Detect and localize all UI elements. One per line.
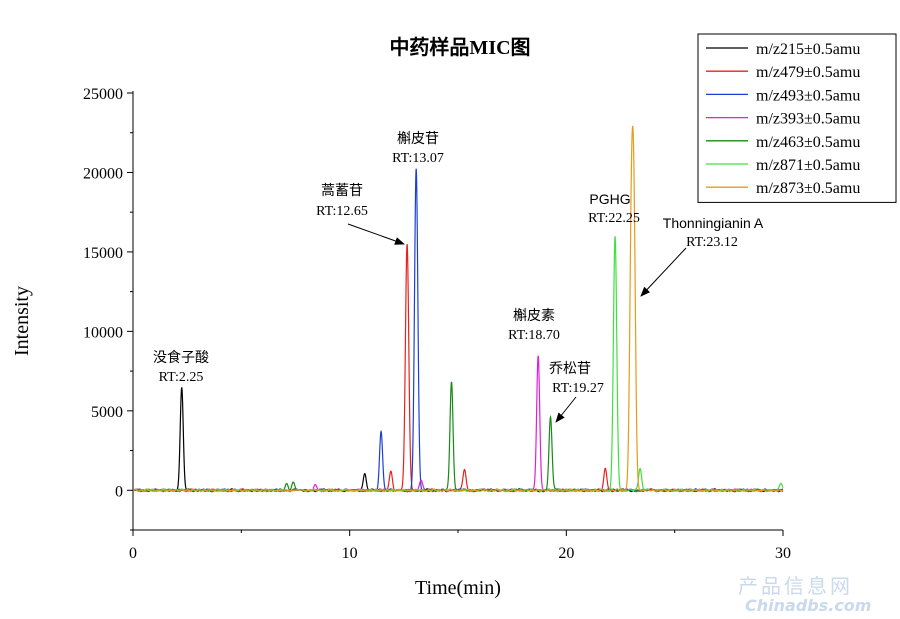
y-tick-label: 0 [115, 483, 123, 500]
peak-annotation-name: 蒿蓄苷 [321, 182, 363, 198]
peak-annotation-arrow [347, 223, 405, 245]
peak-annotation-rt: RT:12.65 [316, 204, 368, 219]
y-axis-label: Intensity [11, 286, 33, 356]
peak-annotation-rt: RT:19.27 [552, 381, 604, 396]
series-line [134, 355, 784, 493]
x-tick-label: 0 [129, 545, 137, 562]
series-line [134, 387, 784, 493]
x-axis-label: Time(min) [415, 577, 501, 599]
legend-label: m/z493±0.5amu [756, 87, 860, 104]
peak-annotation-name: Thonningianin A [663, 215, 764, 231]
peak-annotation-name: 没食子酸 [153, 349, 209, 365]
series-group [134, 125, 784, 493]
y-tick-label: 10000 [83, 324, 123, 341]
series-line [134, 236, 784, 493]
series-line [134, 125, 784, 493]
peak-annotation-name: 槲皮苷 [397, 130, 439, 146]
legend-label: m/z871±0.5amu [756, 157, 860, 174]
x-tick-label: 30 [775, 545, 791, 562]
y-tick-label: 5000 [91, 404, 123, 421]
peak-annotation-name: 乔松苷 [549, 360, 591, 376]
legend-label: m/z215±0.5amu [756, 41, 860, 58]
x-tick-label: 20 [558, 545, 574, 562]
watermark-line1: 产品信息网 [738, 574, 853, 598]
peak-annotation-rt: RT:18.70 [508, 328, 560, 343]
legend-label: m/z463±0.5amu [756, 134, 860, 151]
peak-annotation-rt: RT:2.25 [159, 370, 204, 385]
y-tick-label: 15000 [83, 245, 123, 262]
peak-annotation-name: PGHG [589, 191, 630, 207]
peak-annotation-name: 槲皮素 [513, 307, 555, 323]
peak-annotation-rt: RT:23.12 [686, 235, 738, 250]
watermark-line2: Chinadbs.com [745, 596, 872, 615]
legend-label: m/z873±0.5amu [756, 180, 860, 197]
series-line [134, 381, 784, 493]
peak-annotation-rt: RT:13.07 [392, 151, 444, 166]
y-tick-label: 20000 [83, 165, 123, 182]
legend-label: m/z393±0.5amu [756, 111, 860, 128]
legend-label: m/z479±0.5amu [756, 64, 860, 81]
y-tick-label: 25000 [83, 86, 123, 103]
peak-annotation-arrow [640, 247, 687, 297]
peak-annotation-rt: RT:22.25 [588, 211, 640, 226]
series-line [134, 244, 783, 493]
x-tick-label: 10 [342, 545, 358, 562]
peak-annotation-arrow [555, 396, 577, 423]
chart-title: 中药样品MIC图 [389, 35, 530, 59]
